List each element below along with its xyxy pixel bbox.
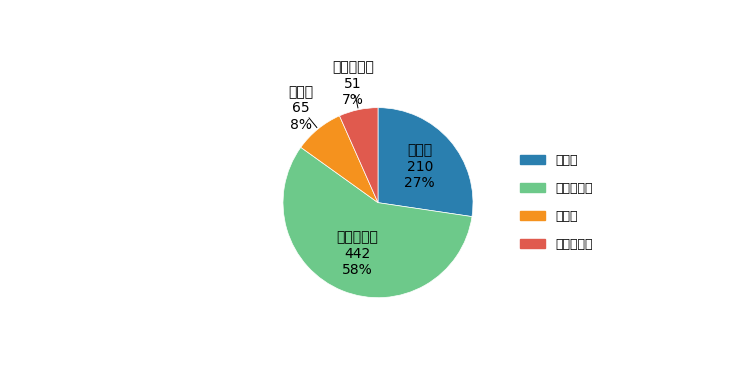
Text: わからない
51
7%: わからない 51 7% [332,60,373,107]
Text: 減った
65
8%: 減った 65 8% [289,85,314,132]
Text: 増えた
210
27%: 増えた 210 27% [404,144,435,190]
Wedge shape [378,108,473,217]
Text: 同じぐらい
442
58%: 同じぐらい 442 58% [336,231,378,277]
Wedge shape [339,108,378,203]
Wedge shape [301,116,378,203]
Legend: 増えた, 同じぐらい, 減った, わからない: 増えた, 同じぐらい, 減った, わからない [515,149,597,256]
Wedge shape [283,147,472,297]
